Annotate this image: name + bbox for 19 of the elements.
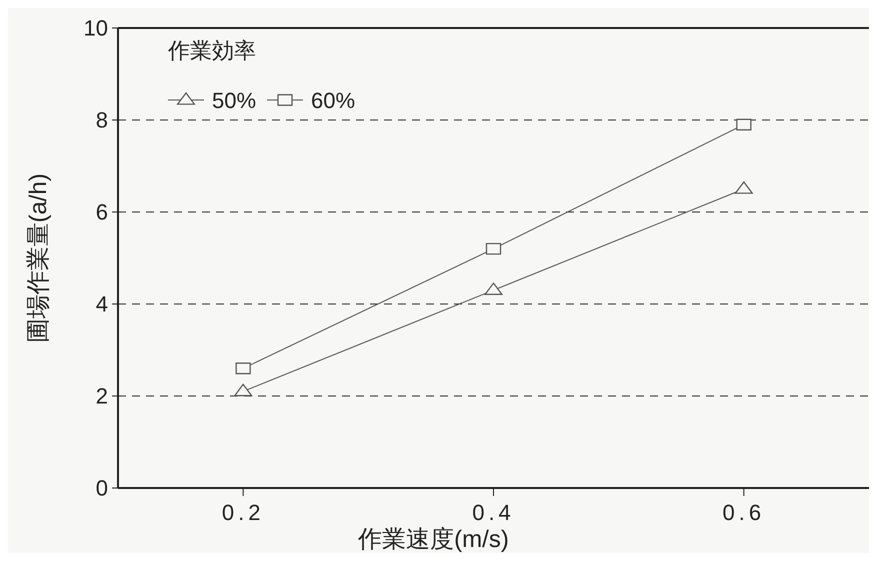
legend-label: 50% (212, 88, 256, 113)
y-axis-title: 圃場作業量(a/h) (25, 173, 52, 343)
x-tick-label: 0.6 (722, 500, 766, 525)
y-tick-label: 4 (96, 292, 108, 317)
x-axis-title: 作業速度(m/s) (357, 526, 509, 553)
y-tick-label: 0 (96, 476, 108, 501)
legend-title: 作業効率 (167, 38, 256, 63)
point (486, 242, 502, 255)
point (736, 118, 752, 130)
legend-label: 60% (311, 88, 356, 113)
point (234, 384, 252, 396)
x-tick-label: 0.2 (222, 500, 264, 525)
y-tick-label: 6 (96, 200, 108, 225)
y-tick-label: 2 (96, 384, 108, 409)
y-tick-label: 10 (84, 16, 108, 41)
x-tick-label: 0.4 (472, 500, 515, 525)
point (236, 362, 251, 374)
point (734, 181, 753, 194)
y-tick-label: 8 (96, 108, 108, 133)
